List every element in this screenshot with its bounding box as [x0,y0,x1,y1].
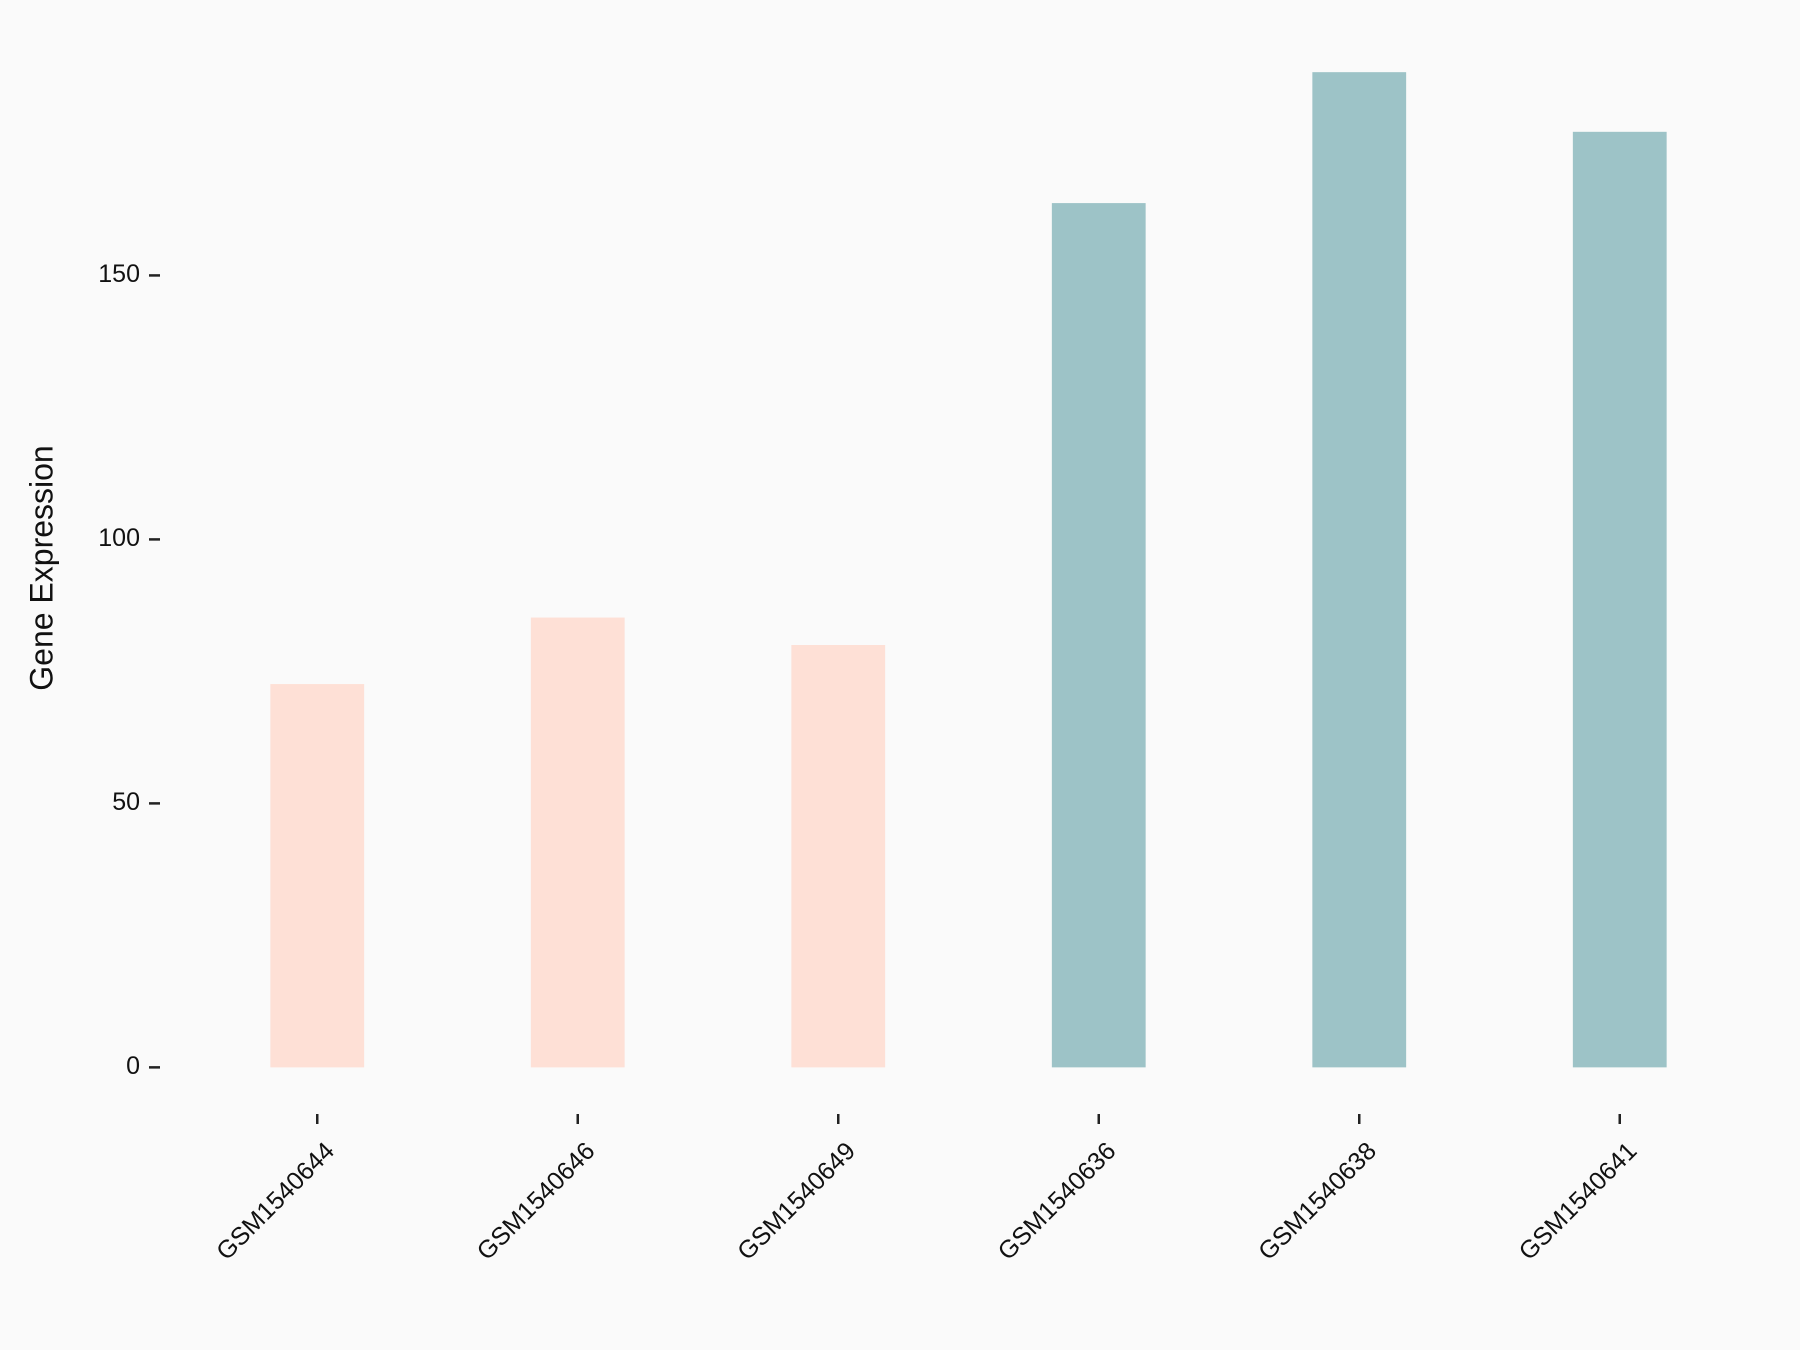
y-tick-label: 50 [112,788,140,816]
bar [1051,203,1146,1068]
y-axis-title: Gene Expression [23,445,59,690]
bar [530,617,625,1068]
y-tick-label: 100 [98,524,140,552]
y-tick-label: 150 [98,260,140,288]
bar [791,644,886,1068]
bar [1572,131,1667,1068]
bar [1312,72,1407,1068]
y-tick-label: 0 [126,1052,140,1080]
bar [270,684,365,1068]
